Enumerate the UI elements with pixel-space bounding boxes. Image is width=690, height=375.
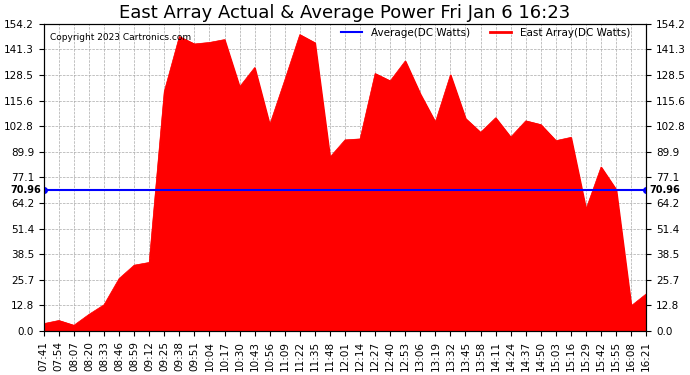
Title: East Array Actual & Average Power Fri Jan 6 16:23: East Array Actual & Average Power Fri Ja… [119,4,571,22]
Text: 70.96: 70.96 [10,184,41,195]
Legend: Average(DC Watts), East Array(DC Watts): Average(DC Watts), East Array(DC Watts) [337,24,634,42]
Text: Copyright 2023 Cartronics.com: Copyright 2023 Cartronics.com [50,33,191,42]
Text: 70.96: 70.96 [649,184,680,195]
